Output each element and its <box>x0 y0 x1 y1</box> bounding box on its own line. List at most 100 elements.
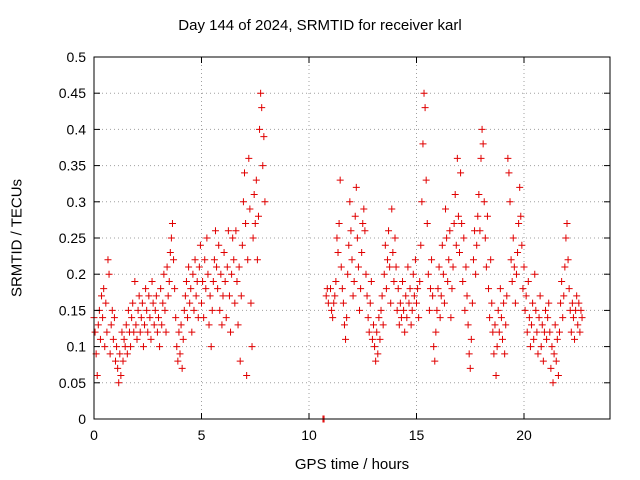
data-point <box>396 299 404 307</box>
x-tick-label: 0 <box>90 427 98 443</box>
data-point <box>145 292 153 300</box>
data-point <box>414 285 422 293</box>
data-point <box>488 299 496 307</box>
data-point <box>380 270 388 278</box>
data-point <box>528 321 536 329</box>
data-point <box>106 350 114 358</box>
y-tick-label: 0.5 <box>67 49 87 65</box>
data-point <box>259 162 267 170</box>
data-point <box>457 169 465 177</box>
data-point <box>252 176 260 184</box>
data-point <box>560 292 568 300</box>
data-point <box>389 248 397 256</box>
data-point <box>232 227 240 235</box>
data-point <box>155 314 162 322</box>
data-point <box>333 234 341 242</box>
data-point <box>451 191 459 199</box>
data-point <box>215 241 223 249</box>
data-point <box>529 299 537 307</box>
data-point <box>337 263 345 271</box>
data-point <box>368 335 376 343</box>
x-tick-label: 20 <box>516 427 532 443</box>
data-point <box>348 256 356 264</box>
data-point <box>424 270 432 278</box>
data-point <box>230 256 238 264</box>
data-point <box>411 256 419 264</box>
y-tick-label: 0.4 <box>67 121 87 137</box>
data-point <box>472 270 480 278</box>
data-point <box>453 154 461 162</box>
data-point <box>423 220 431 228</box>
data-point <box>497 314 505 322</box>
data-point <box>356 306 364 314</box>
data-point <box>395 321 403 329</box>
data-point <box>514 248 522 256</box>
data-point <box>151 306 159 314</box>
data-point <box>462 263 470 271</box>
data-point <box>520 263 528 271</box>
data-point <box>239 198 247 206</box>
data-point <box>206 292 214 300</box>
data-point <box>196 241 204 249</box>
data-point <box>203 234 211 242</box>
data-point <box>401 328 409 336</box>
data-point <box>538 321 546 329</box>
data-point <box>518 241 526 249</box>
data-point <box>219 292 227 300</box>
data-point <box>335 220 343 228</box>
data-point <box>338 285 346 293</box>
data-point <box>112 357 119 365</box>
axes <box>93 56 611 420</box>
data-point <box>544 314 552 322</box>
data-point <box>101 343 109 351</box>
data-point <box>129 299 137 307</box>
data-point <box>393 306 401 314</box>
data-point <box>533 328 541 336</box>
data-point <box>547 364 555 372</box>
data-point <box>190 306 198 314</box>
data-point <box>162 328 170 336</box>
data-point <box>99 314 107 322</box>
data-point <box>576 328 584 336</box>
data-point <box>549 379 557 387</box>
data-point <box>118 328 126 336</box>
data-point <box>378 292 386 300</box>
data-point <box>503 292 511 300</box>
data-point <box>479 140 487 148</box>
data-point <box>382 285 390 293</box>
data-point <box>437 292 445 300</box>
data-point <box>551 321 559 329</box>
data-point <box>459 277 467 285</box>
data-point <box>224 227 232 235</box>
data-point <box>132 321 140 329</box>
data-point <box>133 335 141 343</box>
data-point <box>559 314 567 322</box>
data-point <box>385 227 393 235</box>
data-point <box>501 350 509 358</box>
data-point <box>448 285 456 293</box>
data-point <box>103 328 111 336</box>
data-point <box>147 335 155 343</box>
y-tick-label: 0.15 <box>59 302 86 318</box>
data-point <box>402 292 410 300</box>
data-point <box>557 299 565 307</box>
data-point <box>430 343 438 351</box>
data-point <box>156 343 164 351</box>
data-point <box>181 292 189 300</box>
data-point <box>158 321 166 329</box>
data-point <box>253 256 261 264</box>
data-point <box>340 321 348 329</box>
data-point <box>509 234 517 242</box>
data-point <box>386 263 394 271</box>
data-point <box>251 220 259 228</box>
data-point <box>494 306 502 314</box>
data-point <box>98 292 106 300</box>
data-point <box>358 248 366 256</box>
data-point <box>241 169 248 177</box>
data-point <box>463 292 471 300</box>
tick-labels: 0 0.05 0.1 0.15 0.2 0.25 0.3 0.35 0.4 0.45 0.5 0 5 10… <box>59 49 532 443</box>
data-point <box>127 343 135 351</box>
data-point <box>406 285 414 293</box>
data-point <box>167 234 175 242</box>
data-point <box>242 220 250 228</box>
